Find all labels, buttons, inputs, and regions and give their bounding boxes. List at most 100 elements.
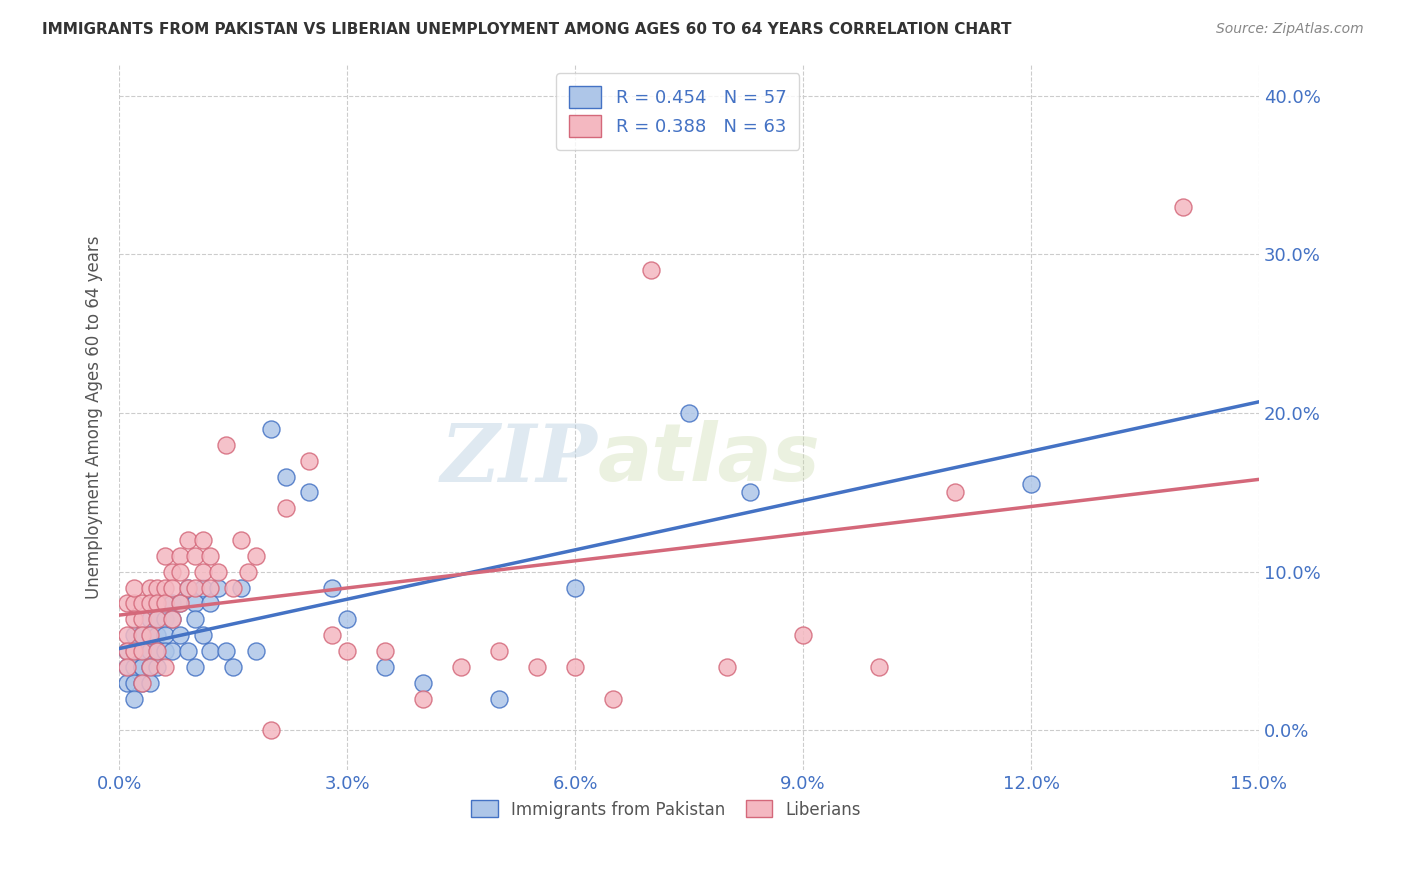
Point (184, 596, 207, 610)
Point (138, 596, 160, 610)
Point (115, 675, 138, 690)
Point (115, 660, 138, 674)
Point (200, 596, 222, 610)
Point (184, 660, 207, 674)
Point (124, 581, 146, 595)
Point (260, 723, 283, 738)
Point (138, 628, 160, 642)
Point (138, 675, 160, 690)
Point (412, 675, 434, 690)
Point (131, 675, 153, 690)
Point (207, 581, 229, 595)
Point (200, 549, 222, 563)
Point (184, 581, 207, 595)
Point (138, 644, 160, 658)
Point (153, 549, 176, 563)
Point (146, 644, 169, 658)
Point (176, 644, 198, 658)
Point (488, 644, 510, 658)
Text: IMMIGRANTS FROM PAKISTAN VS LIBERIAN UNEMPLOYMENT AMONG AGES 60 TO 64 YEARS CORR: IMMIGRANTS FROM PAKISTAN VS LIBERIAN UNE… (42, 22, 1012, 37)
Point (678, 406, 700, 420)
Point (176, 581, 198, 595)
Point (146, 628, 169, 642)
Point (146, 660, 169, 674)
Point (943, 485, 966, 500)
Point (124, 660, 146, 674)
Point (176, 533, 198, 547)
Point (640, 263, 662, 277)
Point (1171, 200, 1194, 214)
Text: atlas: atlas (598, 420, 821, 499)
Point (162, 581, 184, 595)
Point (169, 565, 191, 579)
Point (321, 581, 343, 595)
Point (124, 628, 146, 642)
Point (169, 549, 191, 563)
Point (153, 644, 176, 658)
Point (153, 596, 176, 610)
Point (200, 644, 222, 658)
Point (214, 644, 236, 658)
Point (276, 501, 298, 516)
Point (131, 628, 153, 642)
Point (412, 691, 434, 706)
Point (450, 660, 472, 674)
Point (146, 644, 169, 658)
Point (131, 644, 153, 658)
Point (238, 565, 260, 579)
Point (131, 612, 153, 626)
Point (222, 581, 245, 595)
Point (153, 628, 176, 642)
Point (124, 644, 146, 658)
Point (162, 596, 184, 610)
Point (176, 581, 198, 595)
Point (162, 612, 184, 626)
Point (138, 581, 160, 595)
Point (868, 660, 890, 674)
Point (564, 581, 586, 595)
Point (298, 453, 321, 467)
Point (115, 644, 138, 658)
Point (124, 675, 146, 690)
Point (146, 581, 169, 595)
Y-axis label: Unemployment Among Ages 60 to 64 years: Unemployment Among Ages 60 to 64 years (86, 235, 103, 599)
Point (738, 485, 761, 500)
Point (153, 660, 176, 674)
Point (602, 691, 624, 706)
Point (131, 644, 153, 658)
Point (115, 628, 138, 642)
Point (131, 675, 153, 690)
Point (169, 596, 191, 610)
Point (191, 628, 214, 642)
Point (200, 581, 222, 595)
Point (138, 628, 160, 642)
Point (153, 612, 176, 626)
Point (146, 612, 169, 626)
Legend: Immigrants from Pakistan, Liberians: Immigrants from Pakistan, Liberians (465, 794, 868, 825)
Point (214, 438, 236, 452)
Point (276, 469, 298, 483)
Point (131, 660, 153, 674)
Point (138, 660, 160, 674)
Point (222, 660, 245, 674)
Point (191, 565, 214, 579)
Point (124, 596, 146, 610)
Point (124, 612, 146, 626)
Point (153, 581, 176, 595)
Point (169, 596, 191, 610)
Point (146, 596, 169, 610)
Point (115, 660, 138, 674)
Point (124, 644, 146, 658)
Point (207, 565, 229, 579)
Point (1019, 477, 1042, 491)
Point (169, 628, 191, 642)
Text: Source: ZipAtlas.com: Source: ZipAtlas.com (1216, 22, 1364, 37)
Point (115, 644, 138, 658)
Point (162, 644, 184, 658)
Point (138, 660, 160, 674)
Point (138, 612, 160, 626)
Point (131, 628, 153, 642)
Point (131, 660, 153, 674)
Point (162, 612, 184, 626)
Point (488, 691, 510, 706)
